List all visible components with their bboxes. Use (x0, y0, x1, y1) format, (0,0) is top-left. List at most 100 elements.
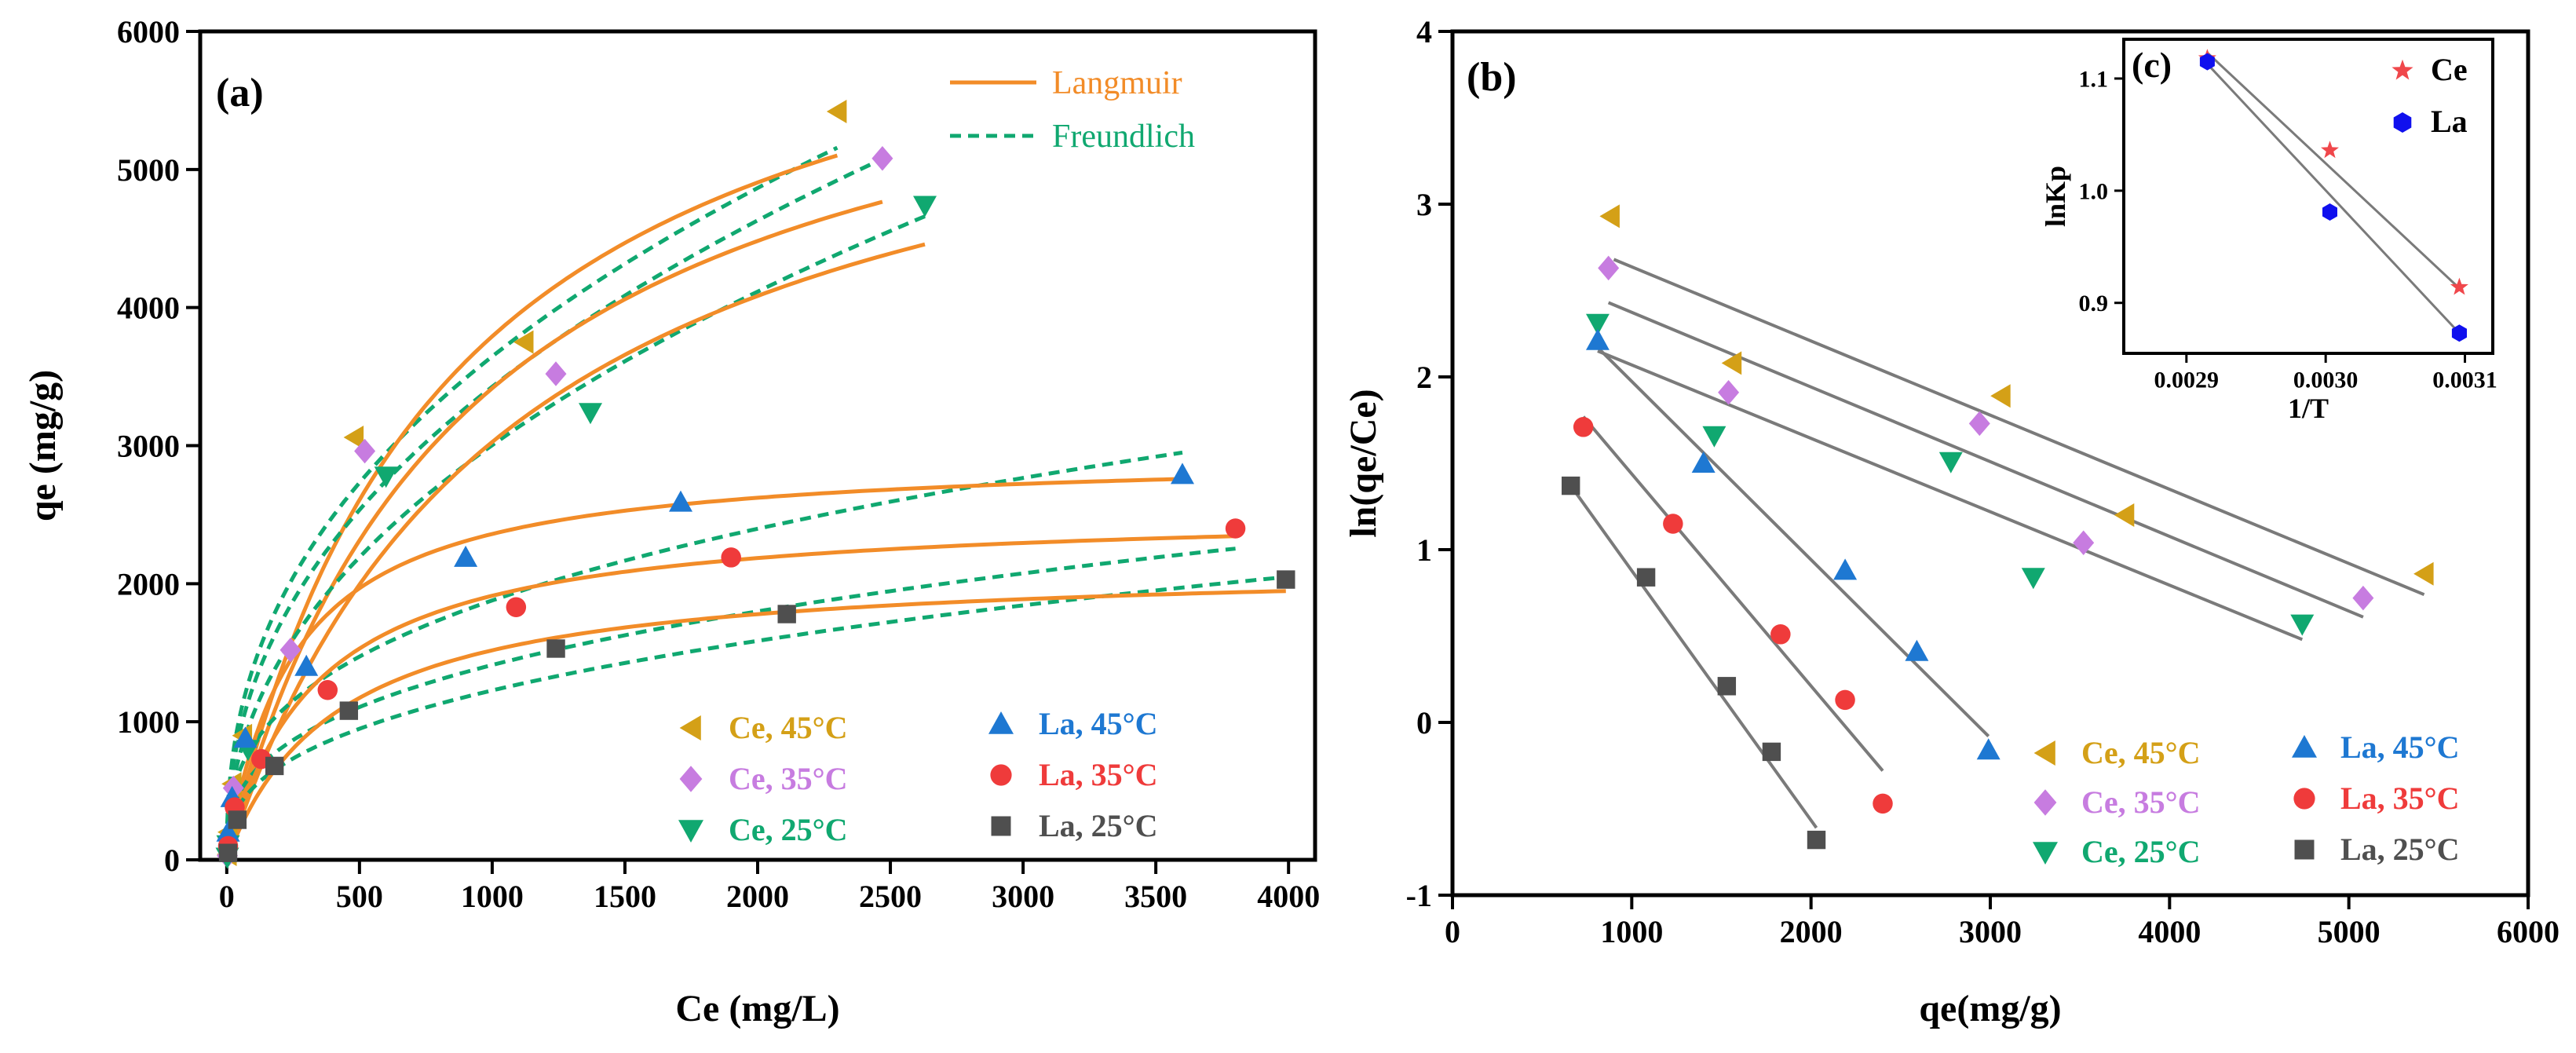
y-tick-label: 1000 (117, 704, 180, 740)
series-la-25c (1562, 476, 1826, 850)
legend-label-ce-35c: Ce, 35°C (729, 761, 848, 796)
y-tick-label: 5000 (117, 152, 180, 188)
series-la-25c (218, 570, 1295, 862)
point-ce-35c-520 (354, 438, 376, 464)
series-la-45c (1586, 328, 2001, 760)
point-la-35c-1090 (506, 597, 527, 617)
legend-marker-la-25c (2294, 839, 2315, 860)
y-axis-label: ln(qe/Ce) (1343, 389, 1384, 537)
point-la-45c-5 (216, 820, 240, 842)
point-la-25c-3990 (1277, 570, 1295, 589)
langmuir-curve-ce-45c (225, 153, 839, 860)
legend-label-la-25c: La, 25°C (1039, 808, 1158, 843)
point-la-25c-5 (218, 843, 238, 862)
fit-line-la-35c (1582, 415, 1884, 772)
point-la-45c-2190 (1833, 558, 1858, 580)
point-ce-35c-1240 (545, 361, 567, 386)
fit-line-ce-25c (1597, 349, 2304, 642)
legend-label-ce-25c: Ce, 25°C (2081, 834, 2201, 869)
legend-label-la: La (2431, 104, 2468, 139)
legend-marker-ce-25c (678, 820, 703, 843)
point-la-35c-1830 (1770, 624, 1791, 645)
legend-marker-la-25c (991, 816, 1011, 836)
legend-marker-ce-25c (2033, 842, 2058, 865)
legend-label-ce-45c: Ce, 45°C (729, 710, 848, 745)
point-la-35c-2190 (1835, 689, 1855, 711)
x-tick-label: 4000 (1257, 879, 1320, 914)
x-tick-label: 4000 (2138, 914, 2201, 949)
y-tick-label: -1 (1406, 878, 1432, 913)
y-tick-label: 0.9 (2079, 291, 2109, 316)
point-la-25c-1530 (1717, 677, 1737, 696)
series-la-45c (216, 463, 1194, 842)
fit-line-la-25c (1569, 484, 1818, 829)
plot-frame-a (198, 29, 1317, 862)
legend-label-la-35c: La, 35°C (1039, 757, 1158, 792)
y-axis-label: lnKp (2040, 166, 2071, 227)
y-tick-label: 1 (1416, 532, 1432, 568)
legend-marker-la-45c (988, 711, 1014, 734)
point-ce-25c-2780 (1938, 452, 1963, 473)
point-ce-35c-870 (1598, 255, 1620, 281)
langmuir-curve-la-35c (225, 534, 1236, 860)
y-tick-label: 2000 (117, 566, 180, 601)
point-la-25c-40 (228, 810, 247, 829)
x-tick-label: 3500 (1124, 879, 1187, 914)
point-la-0.003 (2451, 324, 2467, 342)
x-tick-label: 0.0030 (2293, 367, 2359, 393)
point-ce-25c-2630 (913, 196, 937, 218)
legend-label-ce-45c: Ce, 45°C (2081, 735, 2201, 770)
point-la-35c-730 (1573, 417, 1594, 437)
y-tick-label: 6000 (117, 14, 180, 49)
legend-label-la-45c: La, 45°C (1039, 706, 1158, 741)
legend-marker-ce-35c (2033, 789, 2057, 816)
point-la-25c-2110 (777, 605, 796, 623)
point-ce-25c-3240 (2021, 568, 2045, 590)
legend-marker-la-35c (990, 764, 1012, 786)
x-tick-label: 0.0031 (2432, 367, 2497, 393)
point-la-25c-180 (265, 756, 284, 776)
langmuir-curve-la-45c (225, 477, 1183, 860)
legend-label-la-25c: La, 25°C (2340, 832, 2460, 867)
y-tick-label: 1.1 (2079, 67, 2109, 93)
legend-marker-la-45c (2292, 735, 2317, 758)
langmuir-curve-ce-35c (225, 199, 883, 860)
point-la-25c-660 (1562, 476, 1580, 495)
legend-label-freundlich: Freundlich (1052, 119, 1195, 155)
point-la-35c-3800 (1225, 518, 1246, 539)
legend-label-la-45c: La, 45°C (2340, 729, 2460, 765)
marker-legend: Ce, 45°C Ce, 35°C Ce, 25°C La, 45°C La, 35°C… (678, 706, 1158, 847)
point-ce-45c-1560 (1721, 351, 1742, 375)
point-la-0.003 (2322, 203, 2337, 221)
point-la-45c-2990 (1976, 738, 2001, 760)
freundlich-curve-la-35c (225, 547, 1236, 860)
y-tick-label: 2 (1416, 360, 1432, 395)
point-ce-35c-5080 (2352, 585, 2374, 611)
y-tick-label: 4000 (117, 291, 180, 326)
x-tick-label: 3000 (1959, 914, 2022, 949)
y-tick-label: 0 (1416, 705, 1432, 740)
legend-marker-ce-45c (2033, 740, 2055, 766)
series-ce-25c (1586, 313, 2315, 636)
point-ce-45c-480 (343, 426, 364, 449)
x-tick-label: 0.0029 (2154, 367, 2220, 393)
y-tick-label: 4 (1416, 14, 1432, 49)
legend-marker-la-35c (2293, 788, 2315, 810)
point-ce-45c-2300 (826, 100, 847, 123)
freundlich-curve-ce-35c (225, 157, 883, 860)
marker-legend: Ce, 45°C Ce, 35°C Ce, 25°C La, 45°C La, 35°C… (2033, 729, 2460, 869)
panel-label: (a) (216, 71, 264, 115)
point-ce-45c-880 (1599, 204, 1620, 229)
panel-a: 0 500 1000 1500 2000 2500 3000 3500 4000 0 1000 200… (22, 14, 1320, 1029)
point-ce-25c-810 (1586, 313, 1610, 335)
legend-marker-ce-45c (679, 715, 701, 740)
legend-label-ce: Ce (2431, 52, 2468, 87)
point-la-25c-460 (339, 701, 359, 720)
point-ce-35c-2940 (1968, 411, 1990, 437)
point-la-45c-810 (1586, 328, 1610, 350)
point-ce-25c-1460 (1702, 426, 1726, 448)
point-la-45c-70 (233, 726, 258, 748)
legend-marker-ce-35c (679, 766, 703, 792)
point-la-0.003 (2199, 53, 2215, 71)
series-ce-35c (1598, 255, 2374, 611)
